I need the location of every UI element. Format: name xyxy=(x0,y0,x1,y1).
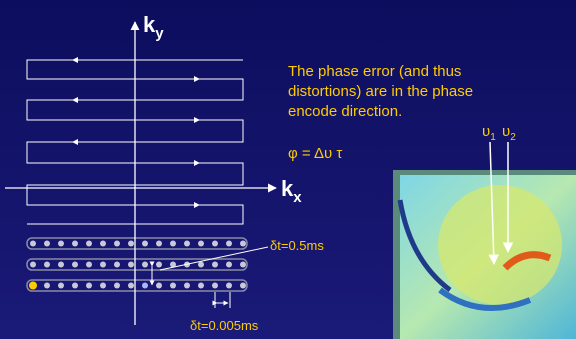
sample-dot xyxy=(72,262,78,268)
sample-dot xyxy=(128,241,134,247)
note-line: distortions) are in the phase xyxy=(288,83,473,100)
sample-dot xyxy=(30,262,36,268)
sample-dot xyxy=(142,262,148,268)
sample-dot xyxy=(128,262,134,268)
dt-point-label: δt=0.005ms xyxy=(190,318,259,333)
sample-dot xyxy=(58,241,64,247)
sample-dot xyxy=(100,262,106,268)
sample-dot xyxy=(72,241,78,247)
sample-dot xyxy=(212,262,218,268)
mri-image xyxy=(393,170,576,339)
sample-dot xyxy=(184,283,190,289)
sample-dot xyxy=(86,283,92,289)
sample-dot xyxy=(212,283,218,289)
sample-dot xyxy=(100,241,106,247)
sample-dot xyxy=(100,283,106,289)
sample-dot xyxy=(226,283,232,289)
note-line: encode direction. xyxy=(288,103,402,120)
sample-dot xyxy=(212,241,218,247)
sample-dot xyxy=(44,241,50,247)
note-line: The phase error (and thus xyxy=(288,63,461,80)
sample-dot xyxy=(198,241,204,247)
sample-dot xyxy=(30,241,36,247)
sample-dot xyxy=(114,283,120,289)
sample-dot xyxy=(156,283,162,289)
sample-dot xyxy=(156,262,162,268)
sample-dot xyxy=(58,283,64,289)
sample-dot xyxy=(142,241,148,247)
sample-dot xyxy=(72,283,78,289)
sample-dot xyxy=(240,283,246,289)
sample-dot xyxy=(198,283,204,289)
sample-dot xyxy=(184,241,190,247)
sample-dot xyxy=(240,241,246,247)
sample-dot xyxy=(226,262,232,268)
sample-dot xyxy=(226,241,232,247)
sample-dot xyxy=(198,262,204,268)
sample-dot xyxy=(142,283,148,289)
sample-dot xyxy=(156,241,162,247)
sample-dot xyxy=(29,282,37,290)
sample-dot xyxy=(128,283,134,289)
sample-dot xyxy=(114,262,120,268)
slide: ky kx δt=0.5ms δt=0.005ms The phase erro… xyxy=(0,0,576,339)
sample-dot xyxy=(58,262,64,268)
sample-dot xyxy=(86,241,92,247)
formula: φ = Δυ τ xyxy=(288,145,342,162)
page: ky kx δt=0.5ms δt=0.005ms The phase erro… xyxy=(0,0,576,339)
sample-dot xyxy=(44,262,50,268)
dt-line-label: δt=0.5ms xyxy=(270,238,324,253)
sample-dot xyxy=(86,262,92,268)
sample-dot xyxy=(240,262,246,268)
sample-dot xyxy=(170,283,176,289)
sample-dot xyxy=(44,283,50,289)
sample-dot xyxy=(114,241,120,247)
sample-dot xyxy=(170,241,176,247)
